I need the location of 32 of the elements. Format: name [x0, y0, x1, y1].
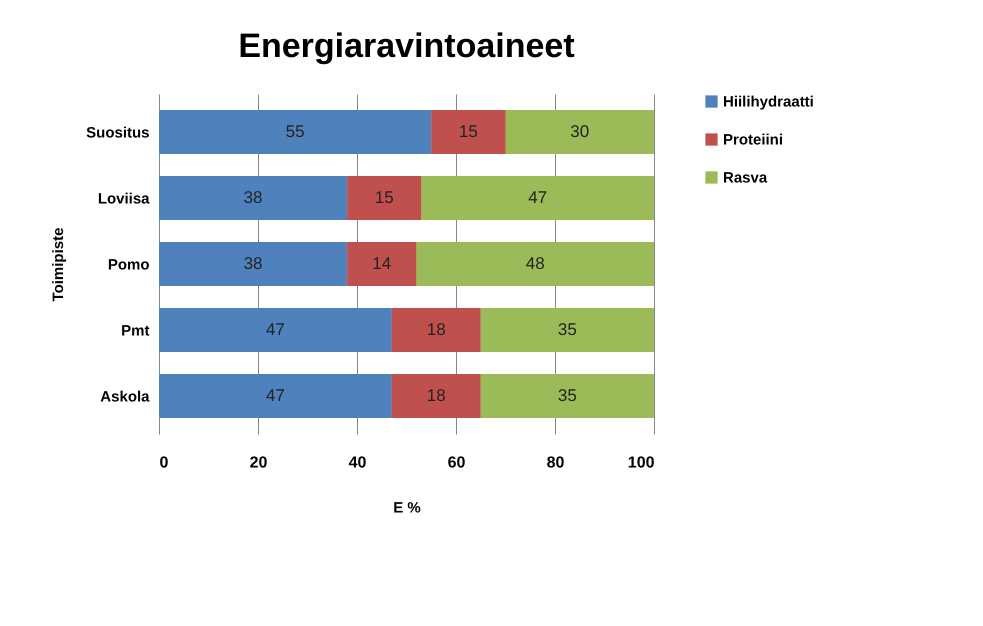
- y-tick-label: Suositus: [86, 124, 150, 142]
- data-label: 18: [426, 386, 446, 405]
- x-tick-label: 40: [348, 454, 366, 472]
- data-label: 30: [570, 122, 590, 141]
- legend-label: Proteiini: [723, 132, 784, 148]
- y-axis-title: Toimipiste: [50, 228, 68, 302]
- y-tick-label: Loviisa: [98, 190, 150, 208]
- y-tick-label: Askola: [100, 388, 150, 406]
- data-label: 47: [266, 386, 285, 405]
- x-tick-label: 20: [250, 454, 268, 472]
- chart-title: Energiaravintoaineet: [238, 27, 575, 65]
- data-label: 15: [458, 122, 478, 141]
- data-label: 35: [558, 386, 577, 405]
- y-tick-label: Pomo: [108, 256, 150, 274]
- data-label: 18: [426, 320, 446, 339]
- x-axis-title: E %: [393, 500, 421, 516]
- x-tick-label: 80: [546, 454, 564, 472]
- data-label: 35: [558, 320, 577, 339]
- data-label: 47: [528, 188, 548, 207]
- data-label: 55: [286, 122, 305, 141]
- data-label: 48: [526, 254, 545, 273]
- x-tick-label: 0: [160, 454, 168, 472]
- x-tick-label: 60: [448, 454, 466, 472]
- data-label: 38: [244, 254, 263, 273]
- legend-label: Hiilihydraatti: [723, 94, 814, 110]
- legend-label: Rasva: [723, 170, 768, 186]
- data-label: 15: [374, 188, 394, 207]
- data-label: 47: [266, 320, 285, 339]
- data-label: 38: [244, 188, 263, 207]
- x-tick-label: 100: [628, 454, 655, 472]
- data-label: 14: [372, 254, 392, 273]
- y-tick-label: Pmt: [121, 322, 150, 340]
